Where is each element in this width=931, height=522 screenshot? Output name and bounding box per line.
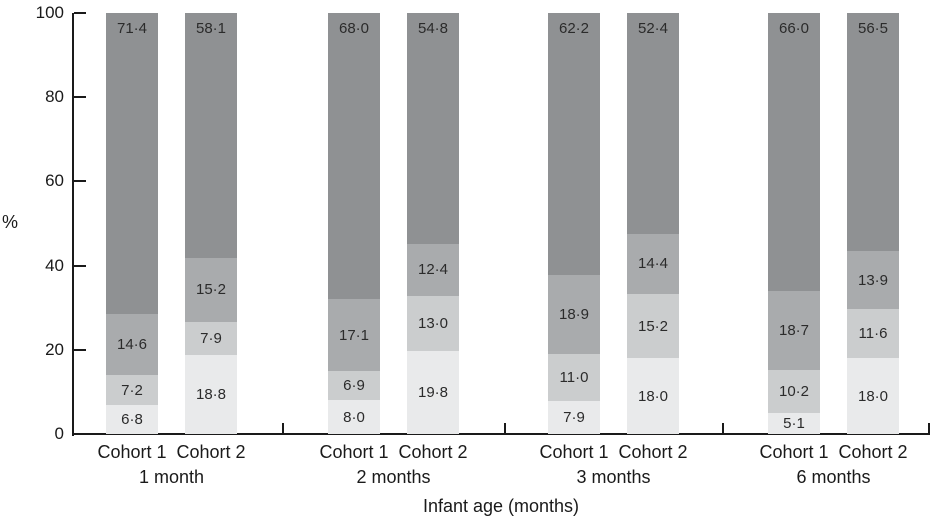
segment-value-label: 12·4 <box>417 261 449 279</box>
x-group-label-age: 1 month <box>138 467 205 487</box>
y-tick-label: 60 <box>45 171 64 191</box>
segment-value-label: 19·8 <box>417 383 449 401</box>
bar-segment: 15·2 <box>185 257 237 322</box>
y-axis-title: % <box>2 212 19 232</box>
segment-value-label: 68·0 <box>338 20 370 37</box>
segment-value-label: 14·4 <box>637 255 669 273</box>
segment-value-label: 58·1 <box>195 20 227 37</box>
x-tick-label-cohort: Cohort 1 <box>97 442 167 462</box>
bar-segment: 7·9 <box>185 321 237 355</box>
segment-value-label: 66·0 <box>778 20 810 37</box>
segment-value-label: 18·9 <box>558 306 590 324</box>
bar-segment: 18·9 <box>548 274 600 355</box>
y-axis-line <box>72 13 74 436</box>
bar-segment: 7·9 <box>548 400 600 434</box>
bar-segment: 62·2 <box>548 13 600 275</box>
segment-value-label: 15·2 <box>195 281 227 299</box>
bar-segment: 56·5 <box>847 13 899 251</box>
bar-segment: 13·0 <box>407 295 459 351</box>
segment-value-label: 71·4 <box>116 20 148 37</box>
segment-value-label: 7·2 <box>121 381 143 399</box>
bar-segment: 18·8 <box>185 354 237 434</box>
bar-segment: 68·0 <box>328 13 380 300</box>
y-tick-label: 80 <box>45 87 64 107</box>
bar-segment: 15·2 <box>627 294 679 359</box>
segment-value-label: 15·2 <box>637 317 669 335</box>
y-tick-label: 0 <box>54 424 64 443</box>
segment-value-label: 13·0 <box>417 314 449 332</box>
segment-value-label: 17·1 <box>338 326 370 344</box>
bar-segment: 6·9 <box>328 371 380 401</box>
bar-segment: 5·1 <box>768 412 820 434</box>
bar-segment: 11·6 <box>847 309 899 359</box>
x-tick-label-cohort: Cohort 1 <box>319 442 389 462</box>
segment-value-label: 52·4 <box>637 20 669 37</box>
segment-value-label: 18·0 <box>857 387 889 405</box>
segment-value-label: 7·9 <box>563 408 585 426</box>
x-tick-label-cohort: Cohort 2 <box>398 442 468 462</box>
bar-segment: 54·8 <box>407 13 459 244</box>
bar-segment: 66·0 <box>768 13 820 291</box>
segment-value-label: 14·6 <box>116 335 148 353</box>
x-axis-line <box>72 433 930 435</box>
segment-value-label: 54·8 <box>417 20 449 37</box>
segment-value-label: 13·9 <box>857 271 889 289</box>
bar-segment: 58·1 <box>185 13 237 258</box>
x-tick-label-cohort: Cohort 1 <box>539 442 609 462</box>
bar-segment: 71·4 <box>106 13 158 314</box>
bar-segment: 13·9 <box>847 250 899 310</box>
x-group-label-age: 3 months <box>576 467 651 487</box>
segment-value-label: 8·0 <box>343 408 365 426</box>
x-tick-label-cohort: Cohort 1 <box>759 442 829 462</box>
bar-segment: 6·8 <box>106 405 158 434</box>
x-axis-tick <box>928 423 930 434</box>
y-axis-tick <box>74 12 86 14</box>
y-tick-label: 40 <box>45 255 64 275</box>
x-tick-label-cohort: Cohort 2 <box>618 442 688 462</box>
x-axis-tick <box>282 423 284 434</box>
x-tick-label-cohort: Cohort 2 <box>176 442 246 462</box>
x-axis-title: Infant age (months) <box>422 496 580 516</box>
segment-value-label: 62·2 <box>558 20 590 37</box>
segment-value-label: 6·8 <box>121 411 143 429</box>
y-axis-tick <box>74 96 86 99</box>
segment-value-label: 7·9 <box>200 329 222 347</box>
bar-segment: 11·0 <box>548 354 600 401</box>
segment-value-label: 56·5 <box>857 20 889 37</box>
bar-segment: 18·7 <box>768 290 820 370</box>
x-group-label-age: 2 months <box>356 467 431 487</box>
segment-value-label: 18·0 <box>637 387 669 405</box>
x-axis-tick <box>722 423 724 434</box>
bar-segment: 52·4 <box>627 13 679 234</box>
y-axis-tick <box>74 180 86 183</box>
segment-value-label: 11·6 <box>858 325 888 343</box>
bar-segment: 19·8 <box>407 350 459 434</box>
segment-value-label: 11·0 <box>559 369 589 387</box>
segment-value-label: 10·2 <box>778 382 810 400</box>
y-axis-tick <box>74 348 86 351</box>
bar-segment: 10·2 <box>768 369 820 413</box>
x-tick-label-cohort: Cohort 2 <box>838 442 908 462</box>
segment-value-label: 6·9 <box>343 377 365 395</box>
x-axis-tick <box>504 423 506 434</box>
y-axis-tick <box>74 264 86 267</box>
segment-value-label: 5·1 <box>783 414 805 432</box>
x-group-label-age: 6 months <box>796 467 871 487</box>
y-tick-label: 100 <box>35 3 64 22</box>
segment-value-label: 18·8 <box>195 385 227 403</box>
bar-segment: 17·1 <box>328 299 380 372</box>
bar-segment: 8·0 <box>328 400 380 434</box>
bar-segment: 14·6 <box>106 313 158 376</box>
bar-segment: 14·4 <box>627 233 679 295</box>
y-tick-label: 20 <box>45 339 64 359</box>
bar-segment: 7·2 <box>106 375 158 406</box>
bar-segment: 18·0 <box>847 358 899 434</box>
bar-segment: 18·0 <box>627 358 679 434</box>
bar-segment: 12·4 <box>407 243 459 296</box>
segment-value-label: 18·7 <box>778 321 810 339</box>
